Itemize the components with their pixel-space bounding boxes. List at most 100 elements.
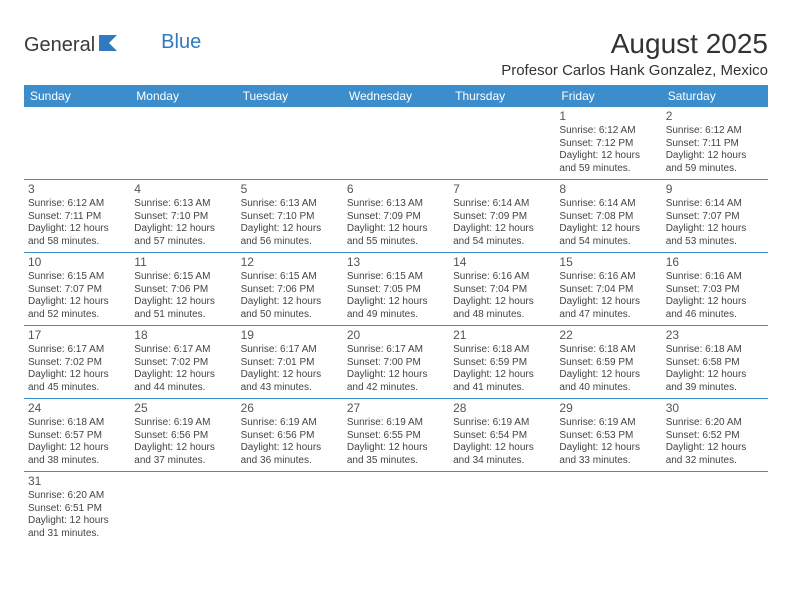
daylight-text: and 45 minutes. (28, 382, 126, 395)
daylight-text: and 42 minutes. (347, 382, 445, 395)
daylight-text: Daylight: 12 hours (666, 223, 764, 236)
day-cell: 4Sunrise: 6:13 AMSunset: 7:10 PMDaylight… (130, 180, 236, 252)
weeks-container: 1Sunrise: 6:12 AMSunset: 7:12 PMDaylight… (24, 107, 768, 544)
day-cell-empty (237, 472, 343, 544)
day-number: 29 (559, 401, 657, 416)
day-header-tuesday: Tuesday (237, 85, 343, 107)
day-cell: 19Sunrise: 6:17 AMSunset: 7:01 PMDayligh… (237, 326, 343, 398)
location-label: Profesor Carlos Hank Gonzalez, Mexico (501, 62, 768, 79)
daylight-text: Daylight: 12 hours (453, 223, 551, 236)
month-title: August 2025 (501, 28, 768, 60)
day-number: 10 (28, 255, 126, 270)
day-cell: 7Sunrise: 6:14 AMSunset: 7:09 PMDaylight… (449, 180, 555, 252)
sunset-text: Sunset: 6:52 PM (666, 430, 764, 443)
day-header-saturday: Saturday (662, 85, 768, 107)
day-header-friday: Friday (555, 85, 661, 107)
day-cell: 1Sunrise: 6:12 AMSunset: 7:12 PMDaylight… (555, 107, 661, 179)
sunrise-text: Sunrise: 6:14 AM (559, 198, 657, 211)
day-number: 26 (241, 401, 339, 416)
daylight-text: Daylight: 12 hours (559, 442, 657, 455)
sunrise-text: Sunrise: 6:15 AM (347, 271, 445, 284)
day-number: 2 (666, 109, 764, 124)
daylight-text: Daylight: 12 hours (241, 223, 339, 236)
sunrise-text: Sunrise: 6:20 AM (28, 490, 126, 503)
daylight-text: Daylight: 12 hours (134, 369, 232, 382)
daylight-text: and 40 minutes. (559, 382, 657, 395)
daylight-text: and 33 minutes. (559, 455, 657, 468)
day-cell: 27Sunrise: 6:19 AMSunset: 6:55 PMDayligh… (343, 399, 449, 471)
sunrise-text: Sunrise: 6:16 AM (666, 271, 764, 284)
daylight-text: and 52 minutes. (28, 309, 126, 322)
sunset-text: Sunset: 6:51 PM (28, 503, 126, 516)
day-cell-empty (130, 472, 236, 544)
sunrise-text: Sunrise: 6:15 AM (241, 271, 339, 284)
sunrise-text: Sunrise: 6:16 AM (559, 271, 657, 284)
daylight-text: Daylight: 12 hours (134, 296, 232, 309)
day-number: 5 (241, 182, 339, 197)
day-cell-empty (662, 472, 768, 544)
day-number: 9 (666, 182, 764, 197)
daylight-text: and 57 minutes. (134, 236, 232, 249)
sunrise-text: Sunrise: 6:16 AM (453, 271, 551, 284)
day-header-thursday: Thursday (449, 85, 555, 107)
day-cell-empty (24, 107, 130, 179)
day-cell: 14Sunrise: 6:16 AMSunset: 7:04 PMDayligh… (449, 253, 555, 325)
sunset-text: Sunset: 6:56 PM (241, 430, 339, 443)
sunset-text: Sunset: 7:03 PM (666, 284, 764, 297)
sunset-text: Sunset: 7:09 PM (453, 211, 551, 224)
sunset-text: Sunset: 7:02 PM (28, 357, 126, 370)
sunrise-text: Sunrise: 6:19 AM (453, 417, 551, 430)
week-row: 17Sunrise: 6:17 AMSunset: 7:02 PMDayligh… (24, 326, 768, 399)
sunrise-text: Sunrise: 6:13 AM (347, 198, 445, 211)
sunrise-text: Sunrise: 6:17 AM (28, 344, 126, 357)
daylight-text: and 55 minutes. (347, 236, 445, 249)
sunrise-text: Sunrise: 6:17 AM (241, 344, 339, 357)
day-cell: 17Sunrise: 6:17 AMSunset: 7:02 PMDayligh… (24, 326, 130, 398)
day-number: 30 (666, 401, 764, 416)
sunrise-text: Sunrise: 6:19 AM (347, 417, 445, 430)
daylight-text: and 47 minutes. (559, 309, 657, 322)
day-cell: 28Sunrise: 6:19 AMSunset: 6:54 PMDayligh… (449, 399, 555, 471)
daylight-text: and 44 minutes. (134, 382, 232, 395)
sunrise-text: Sunrise: 6:12 AM (666, 125, 764, 138)
day-number: 13 (347, 255, 445, 270)
sunset-text: Sunset: 7:02 PM (134, 357, 232, 370)
daylight-text: and 50 minutes. (241, 309, 339, 322)
daylight-text: and 41 minutes. (453, 382, 551, 395)
day-number: 3 (28, 182, 126, 197)
sunset-text: Sunset: 7:08 PM (559, 211, 657, 224)
logo-text-general: General (24, 34, 95, 57)
sunset-text: Sunset: 7:04 PM (559, 284, 657, 297)
day-cell: 18Sunrise: 6:17 AMSunset: 7:02 PMDayligh… (130, 326, 236, 398)
sunrise-text: Sunrise: 6:14 AM (453, 198, 551, 211)
sunrise-text: Sunrise: 6:13 AM (241, 198, 339, 211)
day-number: 27 (347, 401, 445, 416)
sunset-text: Sunset: 7:10 PM (241, 211, 339, 224)
week-row: 1Sunrise: 6:12 AMSunset: 7:12 PMDaylight… (24, 107, 768, 180)
sunrise-text: Sunrise: 6:12 AM (28, 198, 126, 211)
sunset-text: Sunset: 6:58 PM (666, 357, 764, 370)
daylight-text: Daylight: 12 hours (347, 296, 445, 309)
day-number: 19 (241, 328, 339, 343)
day-cell: 2Sunrise: 6:12 AMSunset: 7:11 PMDaylight… (662, 107, 768, 179)
day-number: 28 (453, 401, 551, 416)
sunset-text: Sunset: 6:53 PM (559, 430, 657, 443)
day-cell-empty (237, 107, 343, 179)
day-cell: 10Sunrise: 6:15 AMSunset: 7:07 PMDayligh… (24, 253, 130, 325)
daylight-text: Daylight: 12 hours (453, 369, 551, 382)
day-cell: 21Sunrise: 6:18 AMSunset: 6:59 PMDayligh… (449, 326, 555, 398)
daylight-text: and 59 minutes. (559, 163, 657, 176)
sunset-text: Sunset: 7:07 PM (28, 284, 126, 297)
daylight-text: and 32 minutes. (666, 455, 764, 468)
page-header: General Blue August 2025 Profesor Carlos… (24, 28, 768, 79)
day-cell: 6Sunrise: 6:13 AMSunset: 7:09 PMDaylight… (343, 180, 449, 252)
calendar-grid: SundayMondayTuesdayWednesdayThursdayFrid… (24, 85, 768, 544)
daylight-text: Daylight: 12 hours (134, 223, 232, 236)
sunrise-text: Sunrise: 6:18 AM (28, 417, 126, 430)
daylight-text: Daylight: 12 hours (28, 515, 126, 528)
day-header-monday: Monday (130, 85, 236, 107)
sunset-text: Sunset: 7:04 PM (453, 284, 551, 297)
sunrise-text: Sunrise: 6:19 AM (559, 417, 657, 430)
day-cell: 11Sunrise: 6:15 AMSunset: 7:06 PMDayligh… (130, 253, 236, 325)
daylight-text: and 56 minutes. (241, 236, 339, 249)
